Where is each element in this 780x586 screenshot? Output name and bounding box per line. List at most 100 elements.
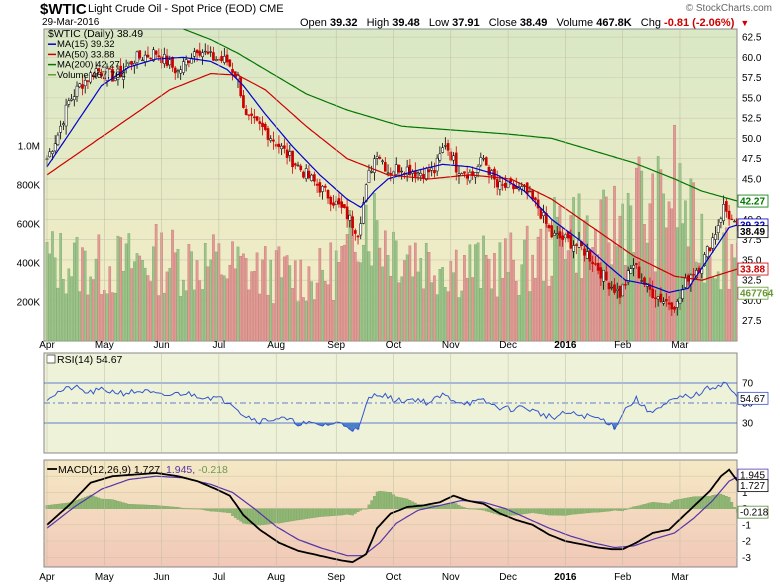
candle-body — [337, 198, 341, 205]
macd-histogram-bar — [624, 508, 627, 511]
candle-body — [400, 170, 404, 173]
price-legend-entry: MA(50) 33.88 — [57, 49, 115, 60]
macd-histogram-bar — [468, 508, 472, 510]
price-tag-box — [737, 286, 769, 300]
volume-bar — [716, 271, 720, 341]
candle-body — [634, 263, 638, 265]
volume-bar — [498, 242, 502, 341]
volume-bar — [356, 261, 360, 341]
open-value: 39.32 — [329, 17, 358, 29]
volume-bar — [146, 275, 150, 341]
macd-histogram-bar — [408, 500, 412, 509]
volume-tick-label: 800K — [17, 181, 41, 192]
macd-histogram-bar — [640, 504, 644, 509]
rsi-tag-label: 54.67 — [740, 394, 765, 405]
volume-bar — [212, 234, 215, 341]
candle-body — [553, 232, 556, 236]
price-tag-label: 38.49 — [740, 227, 765, 238]
candle-body — [454, 152, 458, 173]
candle-body — [184, 59, 188, 66]
macd-histogram-bar — [359, 508, 363, 511]
candle-body — [487, 166, 491, 176]
volume-bar — [684, 200, 687, 341]
candle-body — [498, 181, 502, 190]
candle-body — [662, 301, 665, 304]
volume-bar — [416, 271, 420, 341]
volume-bar — [375, 220, 379, 341]
macd-histogram-bar — [354, 508, 357, 514]
volume-bar — [179, 296, 182, 341]
macd-histogram-bar — [544, 508, 548, 515]
volume-bar — [223, 275, 226, 341]
candle-body — [313, 174, 316, 182]
volume-bar — [56, 287, 60, 341]
macd-histogram-bar — [394, 496, 398, 509]
candle-body — [397, 164, 401, 173]
volume-bar — [171, 229, 174, 341]
volume-bar — [659, 169, 663, 341]
volume-bar — [528, 291, 532, 341]
volume-bar — [714, 278, 717, 341]
candle-body — [596, 262, 600, 271]
price-tick-label: 50.0 — [742, 134, 762, 145]
volume-bar — [299, 259, 303, 341]
price-tick-label: 55.0 — [742, 93, 762, 104]
macd-histogram-bar — [482, 508, 485, 511]
candle-body — [547, 225, 551, 229]
volume-bar — [152, 246, 155, 341]
volume-bar — [400, 276, 403, 341]
macd-histogram-bar — [343, 508, 346, 515]
macd-histogram-bar — [389, 492, 393, 509]
macd-histogram-bar — [212, 508, 215, 512]
price-tag-box — [737, 225, 769, 239]
candle-body — [367, 170, 371, 183]
macd-histogram-bar — [454, 503, 458, 509]
macd-histogram-bar — [173, 506, 177, 509]
candle-body — [318, 182, 322, 193]
volume-bar — [261, 259, 264, 341]
candle-body — [667, 302, 671, 305]
volume-bar — [555, 216, 559, 341]
volume-bar — [651, 173, 654, 341]
candle-body — [501, 184, 504, 186]
rsi-legend: RSI(14) 54.67 — [46, 354, 123, 366]
volume-bar — [384, 230, 387, 341]
volume-bar — [427, 252, 431, 341]
instrument-description: Light Crude Oil - Spot Price (EOD) CME — [88, 3, 284, 15]
candle-body — [359, 223, 363, 236]
candle-body — [585, 251, 589, 259]
volume-bar — [100, 294, 103, 341]
candle-body — [307, 170, 311, 179]
rsi-line — [46, 381, 737, 432]
candle-body — [550, 225, 554, 238]
volume-bar — [163, 292, 166, 341]
price-tick-label: 57.5 — [742, 73, 762, 84]
volume-bar — [504, 238, 507, 341]
candle-body — [231, 69, 234, 73]
volume-bar — [534, 277, 537, 341]
candle-body — [258, 121, 262, 124]
candle-body — [654, 297, 657, 300]
candle-body — [727, 210, 731, 220]
volume-bar — [675, 227, 679, 341]
candle-body — [291, 150, 294, 168]
macd-histogram-bar — [607, 508, 611, 512]
candle-body — [405, 166, 409, 175]
volume-bar — [686, 246, 690, 341]
volume-bar — [255, 252, 259, 341]
volume-bar — [711, 276, 715, 341]
macd-histogram-bar — [714, 494, 717, 509]
volume-bar — [591, 247, 594, 341]
x-tick-label: Feb — [614, 572, 632, 583]
candle-body — [173, 67, 177, 74]
open-label: Open — [300, 17, 327, 29]
macd-histogram-bar — [171, 506, 174, 509]
volume-bar — [362, 244, 365, 341]
x-tick-label: May — [95, 572, 114, 583]
volume-bar — [479, 288, 483, 341]
macd-histogram-bar — [247, 508, 251, 525]
volume-bar — [127, 233, 131, 341]
volume-bar — [321, 269, 324, 341]
candle-body — [446, 143, 450, 151]
price-tick-label: 27.5 — [742, 316, 762, 327]
